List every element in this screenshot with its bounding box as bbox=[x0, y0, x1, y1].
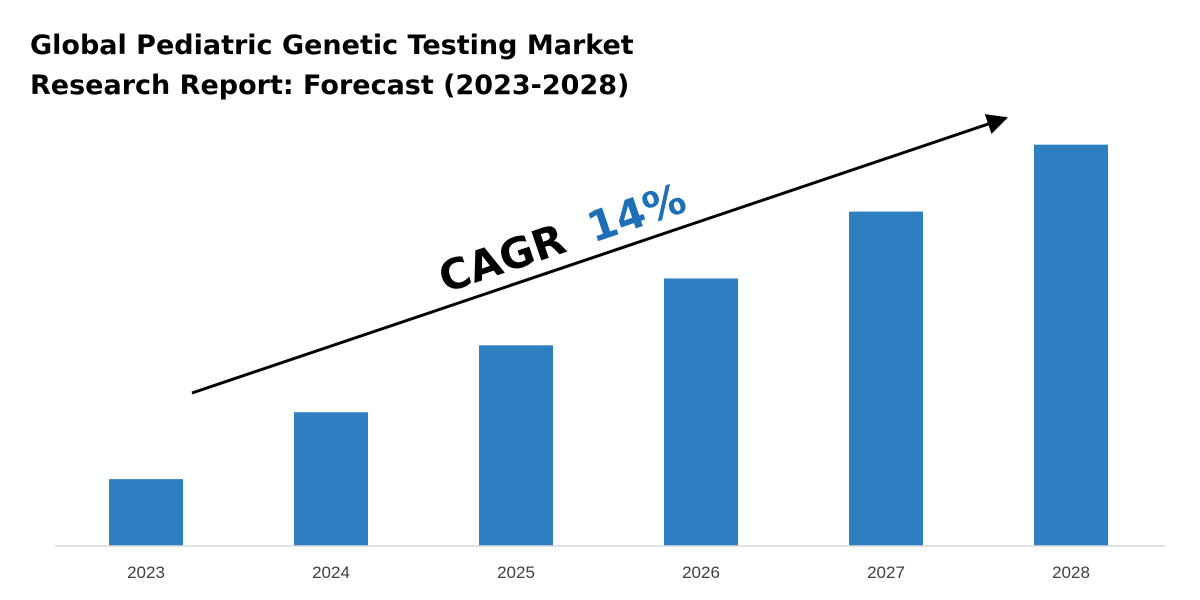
chart-title: Global Pediatric Genetic Testing Market … bbox=[30, 26, 634, 106]
chart-title-line-1: Global Pediatric Genetic Testing Market bbox=[30, 30, 634, 61]
x-tick-label-2025: 2025 bbox=[497, 563, 535, 582]
x-tick-label-2028: 2028 bbox=[1052, 563, 1090, 582]
x-tick-label-2027: 2027 bbox=[867, 563, 905, 582]
bar-2028 bbox=[1034, 144, 1108, 547]
bar-2024 bbox=[294, 412, 368, 546]
bars-group bbox=[109, 144, 1108, 547]
bar-2025 bbox=[479, 345, 553, 546]
cagr-trend-arrow bbox=[191, 114, 1008, 395]
x-tick-label-2023: 2023 bbox=[127, 563, 165, 582]
x-tick-labels: 2023 2024 2025 2026 2027 2028 bbox=[127, 563, 1090, 582]
chart-title-line-2: Research Report: Forecast (2023-2028) bbox=[30, 70, 630, 101]
x-tick-label-2024: 2024 bbox=[312, 563, 350, 582]
cagr-value: 14% bbox=[581, 174, 692, 253]
x-tick-label-2026: 2026 bbox=[682, 563, 720, 582]
bar-2026 bbox=[664, 278, 738, 546]
bar-2023 bbox=[109, 479, 183, 546]
bar-2027 bbox=[849, 211, 923, 546]
